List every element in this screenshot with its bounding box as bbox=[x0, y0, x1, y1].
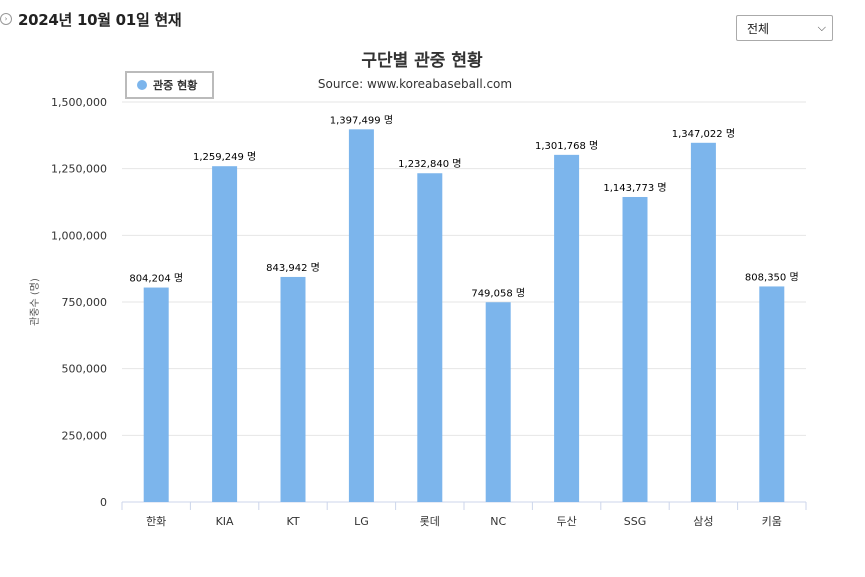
bar[interactable] bbox=[143, 287, 169, 502]
data-label: 843,942 명 bbox=[266, 262, 320, 274]
bar[interactable] bbox=[212, 166, 238, 503]
x-tick-label: SSG bbox=[624, 515, 647, 528]
circle-arrow-icon: › bbox=[0, 13, 12, 25]
y-tick-label: 0 bbox=[100, 496, 107, 509]
x-tick-label: 키움 bbox=[762, 515, 782, 528]
x-tick-label: KT bbox=[286, 515, 299, 528]
header: › 2024년 10월 01일 현재 bbox=[0, 8, 182, 30]
data-label: 1,301,768 명 bbox=[535, 140, 598, 152]
legend[interactable]: 관중 현황 bbox=[125, 71, 214, 99]
bar[interactable] bbox=[690, 142, 716, 502]
x-tick-label: NC bbox=[490, 515, 506, 528]
x-tick-label: 한화 bbox=[146, 515, 166, 528]
data-label: 1,143,773 명 bbox=[603, 182, 666, 194]
x-axis-ticks: 한화 KIA KT LG 롯데 NC 두산 SSG 삼성 키움 bbox=[121, 502, 807, 528]
y-tick-label: 750,000 bbox=[62, 296, 108, 309]
page-title: 2024년 10월 01일 현재 bbox=[18, 10, 182, 29]
x-tick-label: 롯데 bbox=[420, 515, 440, 528]
bars bbox=[143, 129, 785, 503]
data-labels: 804,204 명 1,259,249 명 843,942 명 1,397,499 명… bbox=[129, 114, 798, 299]
y-tick-label: 1,000,000 bbox=[51, 229, 107, 242]
bar[interactable] bbox=[417, 173, 443, 502]
y-axis-label: 관중수 (명) bbox=[29, 278, 41, 326]
chevron-down-icon: ⌵ bbox=[817, 21, 826, 34]
y-tick-label: 1,500,000 bbox=[51, 96, 107, 109]
chart-title: 구단별 관중 현황 bbox=[361, 51, 483, 71]
data-label: 1,397,499 명 bbox=[330, 114, 393, 126]
data-label: 1,259,249 명 bbox=[193, 151, 256, 163]
y-tick-label: 500,000 bbox=[62, 363, 108, 376]
bar[interactable] bbox=[759, 286, 785, 502]
bar[interactable] bbox=[348, 129, 374, 502]
bar[interactable] bbox=[485, 302, 511, 502]
y-tick-label: 1,250,000 bbox=[51, 163, 107, 176]
y-axis-ticks: 0 250,000 500,000 750,000 1,000,000 1,250,000… bbox=[51, 96, 107, 509]
x-tick-label: 두산 bbox=[556, 515, 576, 528]
legend-item-label: 관중 현황 bbox=[153, 78, 197, 92]
y-tick-label: 250,000 bbox=[62, 429, 108, 442]
bar[interactable] bbox=[554, 154, 580, 502]
data-label: 1,232,840 명 bbox=[398, 158, 461, 170]
data-label: 1,347,022 명 bbox=[672, 128, 735, 140]
x-tick-label: LG bbox=[354, 515, 369, 528]
data-label: 804,204 명 bbox=[129, 273, 183, 285]
x-tick-label: KIA bbox=[216, 515, 234, 528]
chart-subtitle: Source: www.koreabaseball.com bbox=[318, 77, 512, 91]
legend-marker bbox=[137, 80, 147, 90]
x-tick-label: 삼성 bbox=[693, 515, 713, 528]
bar[interactable] bbox=[622, 196, 648, 502]
data-label: 808,350 명 bbox=[745, 271, 799, 283]
bar[interactable] bbox=[280, 276, 306, 502]
filter-selected-value: 전체 bbox=[747, 21, 770, 36]
team-filter-select[interactable]: 전체 ⌵ bbox=[736, 15, 833, 41]
data-label: 749,058 명 bbox=[471, 287, 525, 299]
